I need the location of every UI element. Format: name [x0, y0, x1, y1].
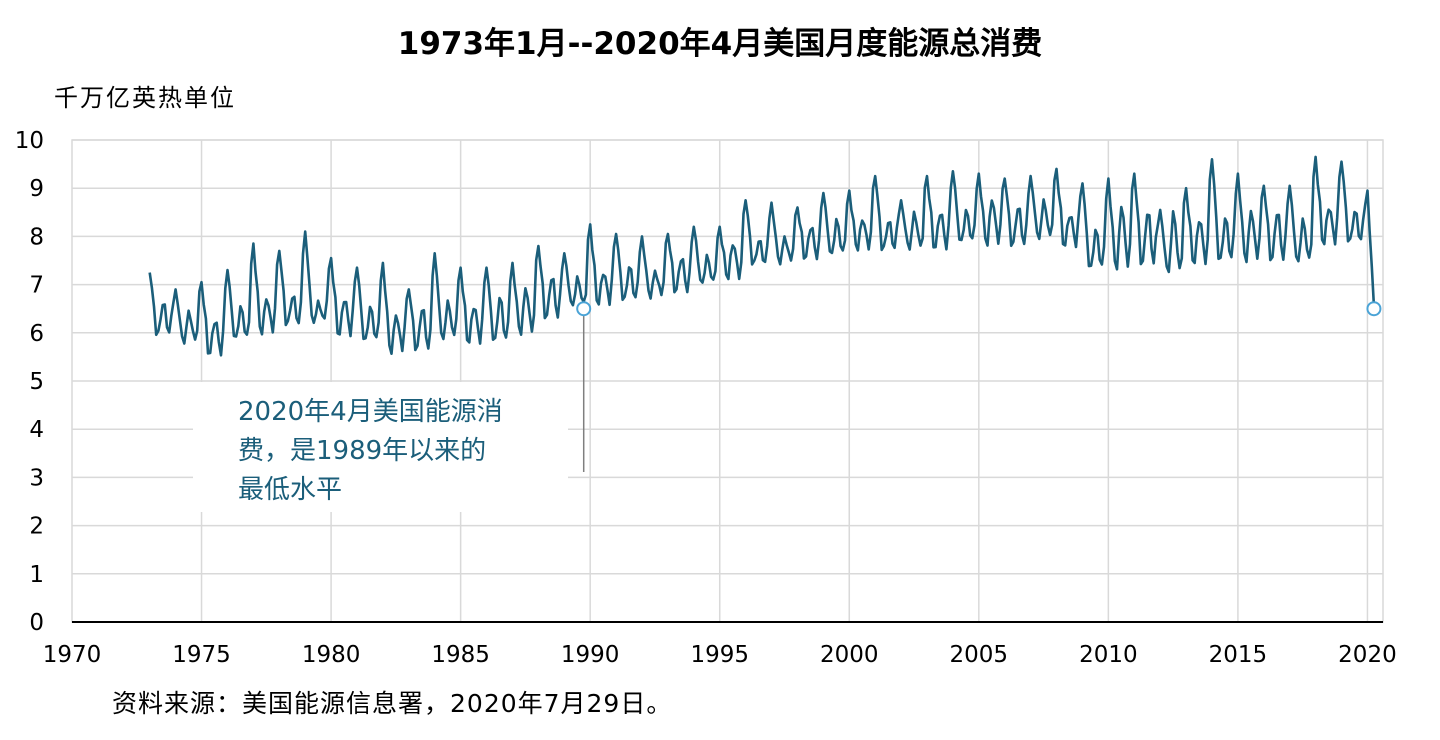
y-axis-unit-label: 千万亿英热单位	[54, 84, 236, 112]
source-note: 资料来源：美国能源信息署，2020年7月29日。	[112, 689, 673, 718]
chart-title: 1973年1月--2020年4月美国月度能源总消费	[397, 26, 1043, 62]
x-tick-label: 2010	[1079, 642, 1138, 668]
y-tick-label: 4	[29, 417, 44, 443]
x-tick-label: 1995	[690, 642, 749, 668]
annotation-line: 最低水平	[238, 475, 342, 505]
y-tick-label: 0	[29, 610, 44, 636]
x-tick-label: 2005	[950, 642, 1009, 668]
highlight-marker	[576, 301, 592, 317]
x-tick-label: 2020	[1338, 642, 1397, 668]
annotation-line: 2020年4月美国能源消	[238, 397, 503, 427]
x-tick-label: 1970	[43, 642, 102, 668]
x-tick-label: 1990	[561, 642, 620, 668]
highlight-markers	[576, 301, 1382, 317]
x-tick-label: 1975	[172, 642, 231, 668]
x-tick-label: 2015	[1209, 642, 1268, 668]
y-tick-label: 6	[29, 321, 44, 347]
x-tick-label: 1980	[302, 642, 361, 668]
x-tick-label: 1985	[431, 642, 490, 668]
y-tick-label: 5	[29, 369, 44, 395]
y-tick-label: 8	[29, 224, 44, 250]
y-axis-ticks: 0 1 2 3 4 5 6 7 8 9 10	[15, 128, 44, 636]
annotation-box	[193, 382, 568, 512]
y-tick-label: 7	[29, 273, 44, 299]
highlight-marker	[1366, 301, 1382, 317]
y-tick-label: 10	[15, 128, 44, 154]
x-axis-ticks: 1970 1975 1980 1985 1990 1995 2000 2005 2010 2015…	[43, 642, 1397, 668]
chart-grid	[71, 139, 1384, 623]
annotation-line: 费，是1989年以来的	[238, 436, 486, 466]
y-tick-label: 3	[29, 465, 44, 491]
monthly-consumption-line	[148, 155, 1376, 357]
x-tick-label: 2000	[820, 642, 879, 668]
y-tick-label: 1	[29, 562, 44, 588]
y-tick-label: 9	[29, 176, 44, 202]
y-tick-label: 2	[29, 514, 44, 540]
